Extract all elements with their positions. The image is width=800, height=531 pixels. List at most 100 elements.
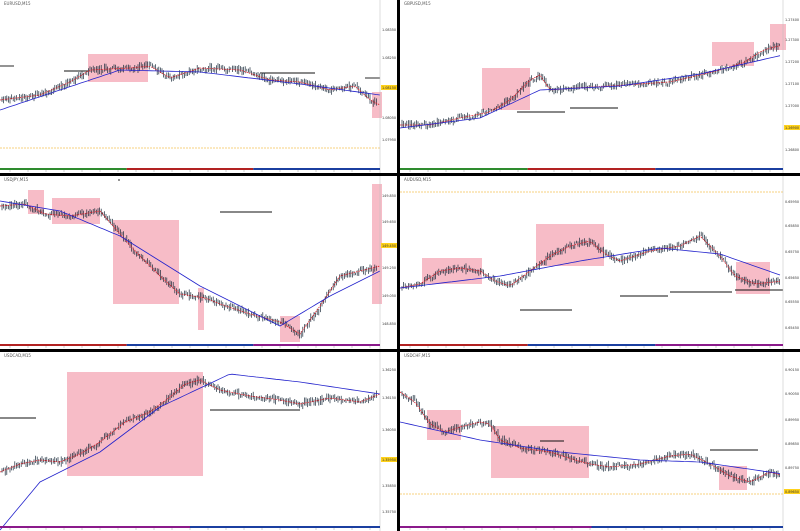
chart-window-4[interactable]: AUDUSD,M15 0.65950 0.65850 0.65750 0.65650 0… bbox=[400, 176, 800, 349]
price-tag: 1.08150 bbox=[382, 86, 396, 90]
timeframe-bar bbox=[527, 168, 656, 170]
chart-window-1[interactable]: EURUSD,M15 1.08350 1.08250 1.08150 1.08050 1… bbox=[0, 0, 397, 173]
timeframe-bar bbox=[126, 344, 254, 346]
supply-demand-zone bbox=[482, 68, 530, 110]
chart-canvas: 149.850 149.650 149.450 149.250 149.050 148.8… bbox=[0, 176, 397, 349]
price-tag: 1.27100 bbox=[785, 82, 799, 86]
price-tag: 1.27200 bbox=[785, 60, 799, 64]
chart-title: AUDUSD,M15 bbox=[404, 177, 432, 182]
price-tag: 1.35750 bbox=[382, 510, 396, 514]
price-tag: 1.08350 bbox=[382, 28, 396, 32]
supply-demand-zone bbox=[52, 198, 100, 224]
timeframe-bar bbox=[253, 344, 380, 346]
supply-demand-zone bbox=[280, 316, 300, 342]
price-tag: 1.27300 bbox=[785, 38, 799, 42]
chart-title: USDCAD,M15 bbox=[4, 353, 31, 358]
moving-average-slow bbox=[0, 200, 381, 327]
supply-demand-zone bbox=[198, 288, 204, 330]
price-tag: 1.26800 bbox=[785, 148, 799, 152]
price-tag: 149.450 bbox=[382, 244, 396, 248]
chart-canvas: 0.90150 0.90050 0.89950 0.89850 0.89750 0.896… bbox=[400, 352, 800, 531]
candlestick-series bbox=[1, 375, 377, 476]
price-tag: 0.89650 bbox=[785, 490, 799, 494]
price-tag: 1.08250 bbox=[382, 56, 396, 60]
timeframe-bar bbox=[0, 526, 190, 528]
timeframe-bar bbox=[655, 344, 783, 346]
price-tag: 1.27000 bbox=[785, 104, 799, 108]
window-divider-horizontal-bottom[interactable] bbox=[0, 349, 800, 352]
price-tag: 1.26900 bbox=[785, 126, 799, 130]
moving-average-fast bbox=[400, 45, 781, 126]
price-tag: 1.08050 bbox=[382, 116, 396, 120]
timeframe-bar bbox=[591, 526, 783, 528]
supply-demand-zone bbox=[736, 262, 770, 294]
moving-average-slow bbox=[0, 69, 381, 111]
price-tag: 0.65550 bbox=[785, 300, 799, 304]
window-divider-vertical[interactable] bbox=[397, 0, 400, 531]
moving-average-fast bbox=[0, 203, 381, 335]
supply-demand-zone bbox=[88, 54, 148, 82]
price-tag: 0.90050 bbox=[785, 392, 799, 396]
supply-demand-zone bbox=[113, 220, 179, 304]
timeframe-bar bbox=[0, 344, 127, 346]
timeframe-bar bbox=[655, 168, 783, 170]
chart-window-3[interactable]: USDJPY,M15 149.850 149.650 149.450 149.250 1… bbox=[0, 176, 397, 349]
supply-demand-zone bbox=[770, 24, 786, 50]
price-tag: 149.850 bbox=[382, 194, 396, 198]
moving-average-fast bbox=[400, 391, 781, 482]
supply-demand-zone bbox=[28, 190, 44, 214]
moving-average-fast bbox=[400, 235, 781, 289]
price-tag: 148.850 bbox=[382, 322, 396, 326]
timeframe-bar bbox=[400, 526, 592, 528]
chart-canvas: 1.27400 1.27300 1.27200 1.27100 1.27000 1.269… bbox=[400, 0, 800, 173]
price-tag: 0.65950 bbox=[785, 200, 799, 204]
chart-title: EURUSD,M15 bbox=[4, 1, 31, 6]
supply-demand-zone bbox=[427, 410, 461, 440]
timeframe-bar bbox=[400, 344, 528, 346]
supply-demand-zone bbox=[372, 92, 382, 118]
timeframe-bar bbox=[527, 344, 656, 346]
moving-average-fast bbox=[0, 379, 381, 473]
price-tag: 0.89850 bbox=[785, 442, 799, 446]
chart-window-5[interactable]: USDCAD,M15 1.36250 1.36150 1.36050 1.35950 1… bbox=[0, 352, 397, 531]
price-tag: 1.36150 bbox=[382, 396, 396, 400]
chart-window-2[interactable]: GBPUSD,M15 1.27400 1.27300 1.27200 1.27100 1… bbox=[400, 0, 800, 173]
moving-average-slow bbox=[400, 247, 781, 289]
supply-demand-zone bbox=[712, 42, 754, 66]
price-tag: 1.27400 bbox=[785, 18, 799, 22]
chart-canvas: 1.08350 1.08250 1.08150 1.08050 1.07950 bbox=[0, 0, 397, 173]
price-tag: 0.65450 bbox=[785, 326, 799, 330]
supply-demand-zone bbox=[372, 184, 382, 304]
price-tag-highlight bbox=[381, 243, 397, 248]
supply-demand-zone bbox=[422, 258, 482, 284]
price-tag-highlight bbox=[381, 85, 397, 90]
candlestick-series bbox=[401, 42, 780, 130]
price-tag: 1.35950 bbox=[382, 458, 396, 462]
moving-average-slow bbox=[400, 421, 781, 474]
moving-average-fast bbox=[0, 65, 381, 106]
candlestick-series bbox=[401, 231, 780, 291]
price-tag: 1.35850 bbox=[382, 484, 396, 488]
price-tag: 0.89750 bbox=[785, 466, 799, 470]
price-tag: 0.65850 bbox=[785, 224, 799, 228]
supply-demand-zone bbox=[536, 224, 604, 266]
window-divider-horizontal-top[interactable] bbox=[0, 173, 800, 176]
price-tag: 1.36050 bbox=[382, 428, 396, 432]
price-tag: 0.65650 bbox=[785, 276, 799, 280]
price-tag: 0.90150 bbox=[785, 368, 799, 372]
chart-window-6[interactable]: USDCHF,M15 0.90150 0.90050 0.89950 0.89850 0… bbox=[400, 352, 800, 531]
price-tag: 1.36250 bbox=[382, 368, 396, 372]
candlestick-series bbox=[1, 61, 377, 107]
candlestick-series bbox=[401, 391, 780, 486]
timeframe-bar bbox=[0, 168, 127, 170]
moving-average-slow bbox=[400, 55, 781, 129]
supply-demand-zone bbox=[67, 372, 203, 476]
timeframe-bar bbox=[400, 168, 528, 170]
timeframe-bar bbox=[190, 526, 380, 528]
price-tag-highlight bbox=[784, 125, 800, 130]
price-tag-highlight bbox=[381, 457, 397, 462]
price-tag: 0.89950 bbox=[785, 418, 799, 422]
supply-demand-zone bbox=[491, 426, 589, 478]
chart-title: GBPUSD,M15 bbox=[404, 1, 431, 6]
price-tag: 0.65750 bbox=[785, 250, 799, 254]
